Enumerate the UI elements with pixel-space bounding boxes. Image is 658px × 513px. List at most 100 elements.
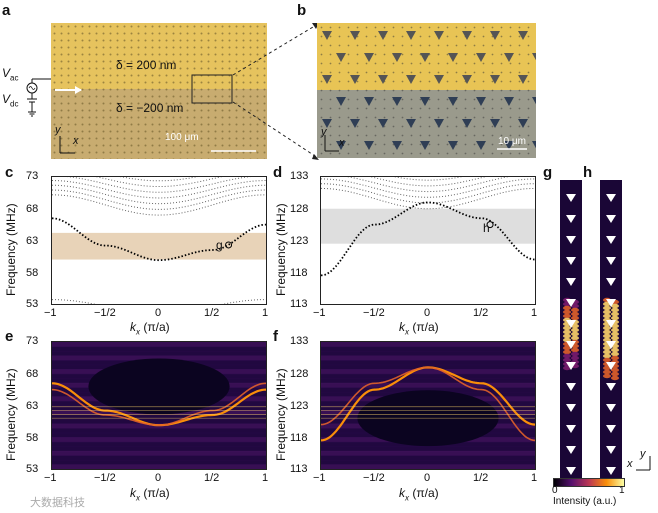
field-lobe — [603, 349, 611, 355]
hole-triangle — [566, 425, 576, 433]
hole-triangle — [566, 320, 576, 328]
hole-triangle — [490, 31, 500, 40]
hole-triangle — [566, 341, 576, 349]
c-xtick: 0 — [155, 307, 162, 319]
field-lobe — [563, 353, 571, 359]
hole-triangle — [566, 236, 576, 244]
panel-b-micrograph — [317, 23, 536, 158]
panel-a-letter: a — [2, 2, 11, 19]
c-ylabel: Frequency (MHz) — [4, 203, 18, 296]
bulk-band — [95, 177, 223, 187]
field-lobe — [563, 329, 571, 335]
hole-triangle — [606, 278, 616, 286]
hole-triangle — [476, 53, 486, 62]
gh-axis-x: x — [627, 458, 633, 470]
field-lobe — [603, 365, 611, 371]
hole-triangle — [606, 236, 616, 244]
heatmap-dark-region — [88, 358, 230, 415]
heatmap-row — [321, 342, 535, 348]
hole-triangle — [322, 75, 332, 84]
bulk-band — [52, 299, 266, 304]
hole-triangle — [566, 299, 576, 307]
field-lobe — [571, 331, 579, 337]
hole-triangle — [392, 97, 402, 106]
panel-h-letter: h — [583, 164, 593, 181]
c-ytick: 53 — [26, 298, 39, 310]
edge-state-intensity — [321, 366, 535, 442]
edge-state-intensity — [52, 382, 266, 427]
hole-triangle — [566, 362, 576, 370]
d-xtick: 1/2 — [473, 307, 489, 319]
panel-g-letter: g — [543, 164, 553, 181]
hole-triangle — [606, 299, 616, 307]
f-xtick: 0 — [424, 472, 431, 484]
hole-triangle — [350, 31, 360, 40]
heatmap-row — [52, 446, 266, 452]
heatmap-row — [52, 432, 266, 438]
hole-triangle — [336, 141, 346, 150]
field-lobe — [611, 311, 619, 317]
hole-triangle — [504, 97, 514, 106]
field-lobe — [563, 305, 571, 311]
field-lobe — [563, 325, 571, 331]
panel-c-letter: c — [5, 164, 14, 181]
hole-triangle — [406, 31, 416, 40]
hole-triangle — [606, 383, 616, 391]
hole-triangle — [606, 341, 616, 349]
d-ytick: 118 — [290, 267, 308, 279]
field-lobe — [603, 309, 611, 315]
hole-triangle — [336, 97, 346, 106]
hole-triangle — [476, 97, 486, 106]
heatmap-row — [52, 351, 266, 357]
field-lobe — [571, 303, 579, 309]
field-lobe — [603, 325, 611, 331]
d-ytick: 123 — [290, 235, 309, 247]
hole-triangle — [606, 194, 616, 202]
panel-e-letter: e — [5, 328, 14, 345]
d-xtick: 0 — [424, 307, 431, 319]
f-ytick: 128 — [290, 368, 309, 380]
hole-triangle — [504, 141, 514, 150]
c-ytick: 68 — [26, 203, 39, 215]
voltage-source — [3, 66, 51, 126]
panel-a-bottom-label: δ = −200 nm — [116, 101, 184, 115]
heatmap-row — [52, 342, 266, 348]
hole-triangle — [392, 141, 402, 150]
field-lobe — [603, 329, 611, 335]
hole-triangle — [378, 75, 388, 84]
field-lobe — [611, 323, 619, 329]
hole-triangle — [406, 119, 416, 128]
heatmap-row — [321, 360, 535, 366]
e-ytick: 53 — [26, 463, 39, 475]
hole-triangle — [462, 31, 472, 40]
hole-triangle — [566, 215, 576, 223]
f-ytick: 113 — [290, 463, 308, 475]
field-lobe — [563, 345, 571, 351]
field-lobe — [563, 333, 571, 339]
e-xtick: 1 — [262, 472, 269, 484]
zoom-lines — [232, 23, 319, 160]
panel-f-letter: f — [273, 328, 278, 345]
hole-triangle — [490, 75, 500, 84]
f-ytick: 118 — [290, 432, 308, 444]
hole-triangle — [350, 119, 360, 128]
bulk-band — [52, 189, 266, 210]
field-lobe — [603, 353, 611, 359]
hole-triangle — [606, 404, 616, 412]
panel-b-letter: b — [297, 2, 307, 19]
e-ytick: 58 — [26, 432, 39, 444]
hole-triangle — [606, 467, 616, 475]
field-lobe — [611, 327, 619, 333]
f-xtick: 1 — [531, 472, 538, 484]
field-lobe — [571, 323, 579, 329]
hole-triangle — [378, 31, 388, 40]
gh-axis-y: y — [640, 448, 646, 460]
field-lobe — [611, 331, 619, 337]
field-lobe — [611, 367, 619, 373]
d-ylabel: Frequency (MHz) — [274, 203, 288, 296]
hole-triangle — [462, 119, 472, 128]
c-ytick: 73 — [26, 170, 39, 182]
panel-g-strip — [560, 180, 582, 480]
hole-triangle — [406, 75, 416, 84]
d-ytick: 128 — [290, 203, 309, 215]
